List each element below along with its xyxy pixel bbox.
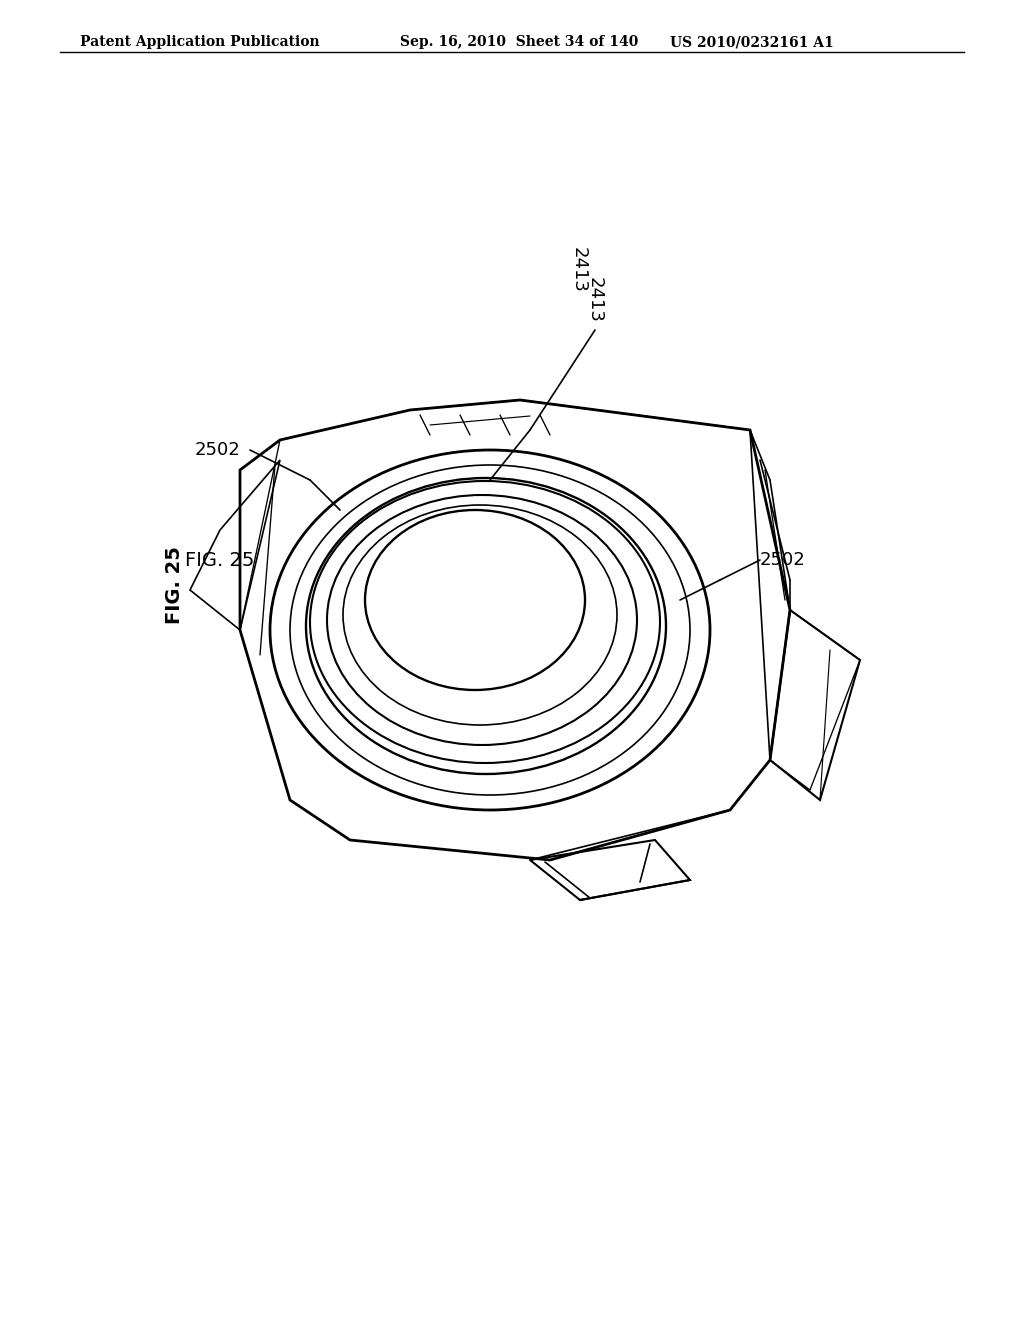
Text: 2413: 2413 <box>570 247 588 293</box>
Text: FIG. 25: FIG. 25 <box>165 546 184 624</box>
Text: FIG. 25: FIG. 25 <box>185 550 254 569</box>
Text: US 2010/0232161 A1: US 2010/0232161 A1 <box>670 36 834 49</box>
Text: Patent Application Publication: Patent Application Publication <box>80 36 319 49</box>
Text: Sep. 16, 2010  Sheet 34 of 140: Sep. 16, 2010 Sheet 34 of 140 <box>400 36 638 49</box>
Text: 2502: 2502 <box>195 441 241 459</box>
Text: 2413: 2413 <box>586 277 604 323</box>
Text: 2502: 2502 <box>760 550 806 569</box>
